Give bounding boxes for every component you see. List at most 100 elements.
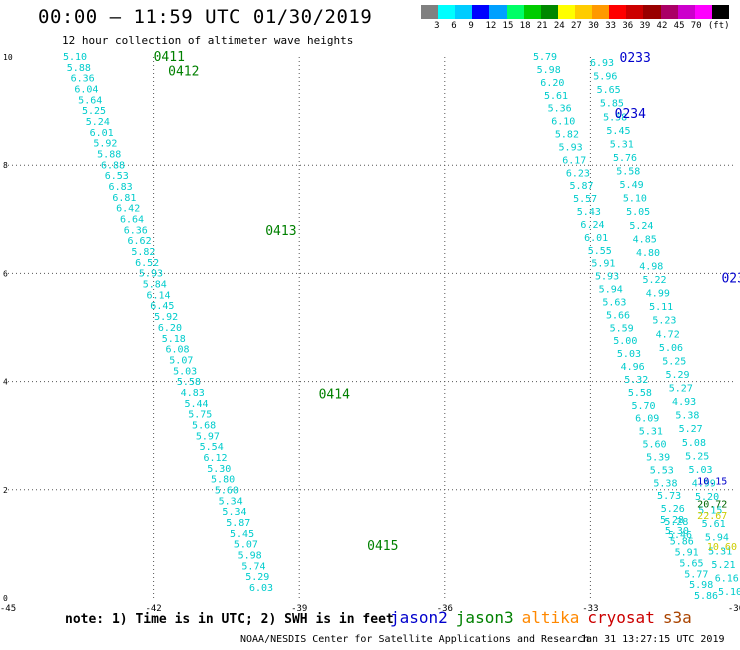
- wave-height-value: 5.21: [711, 560, 735, 571]
- footer-note: note: 1) Time is in UTC; 2) SWH is in fe…: [65, 612, 394, 627]
- legend-swatch: [506, 5, 524, 19]
- wave-height-value: 5.25: [82, 106, 106, 117]
- wave-height-value: 5.49: [620, 180, 644, 191]
- pass-time-label: 0411: [154, 50, 185, 65]
- wave-height-value: 5.98: [238, 550, 262, 561]
- legend-label: 3: [434, 21, 440, 31]
- wave-height-value: 5.20: [695, 492, 719, 503]
- wave-height-value: 5.31: [610, 139, 634, 150]
- wave-height-value: 5.24: [629, 221, 653, 232]
- wave-height-value: 5.92: [154, 312, 178, 323]
- wave-height-value: 6.53: [105, 171, 129, 182]
- wave-height-value: 5.46: [668, 530, 692, 541]
- wave-height-value: 5.75: [188, 410, 212, 421]
- pass-time-label: 0235: [721, 271, 740, 286]
- wave-height-value: 5.11: [649, 302, 673, 313]
- satellite-legend: jason2 jason3 altika cryosat s3a: [390, 608, 700, 627]
- wave-height-value: 6.10: [551, 117, 575, 128]
- wave-height-value: 5.07: [234, 540, 258, 551]
- wave-height-value: 6.36: [124, 225, 148, 236]
- wave-height-value: 5.97: [196, 431, 220, 442]
- wave-height-value: 5.58: [628, 388, 652, 399]
- x-tick-label: -39: [291, 604, 307, 614]
- legend-swatch: [609, 5, 627, 19]
- legend-swatch: [455, 5, 473, 19]
- chart-title: 00:00 – 11:59 UTC 01/30/2019: [38, 6, 373, 28]
- legend-swatch: [626, 5, 644, 19]
- wave-height-value: 5.86: [670, 537, 694, 548]
- wave-height-value: 5.92: [93, 139, 117, 150]
- wave-height-value: 6.24: [580, 220, 604, 231]
- legend-swatch: [643, 5, 661, 19]
- satellite-label: jason2: [390, 608, 448, 627]
- legend-label: 42: [656, 21, 668, 31]
- wave-height-value: 5.55: [588, 246, 612, 257]
- wave-height-value: 6.83: [109, 182, 133, 193]
- wave-height-value: 5.61: [544, 91, 568, 102]
- y-tick-label: 0: [3, 594, 8, 603]
- chart-subtitle: 12 hour collection of altimeter wave hei…: [62, 34, 354, 47]
- credit-line: NOAA/NESDIS Center for Satellite Applica…: [240, 634, 590, 645]
- wave-height-value: 4.98: [639, 261, 663, 272]
- x-tick-label: -42: [145, 604, 161, 614]
- legend-swatch: [421, 5, 439, 19]
- wave-height-value: 6.88: [101, 160, 125, 171]
- satellite-label: cryosat: [587, 608, 655, 627]
- wave-height-value: 10.15: [697, 476, 727, 487]
- wave-height-value: 5.26: [661, 504, 685, 515]
- legend-swatch: [489, 5, 507, 19]
- legend-label: 30: [588, 21, 599, 31]
- legend-swatch: [557, 5, 575, 19]
- wave-height-value: 5.27: [679, 424, 703, 435]
- wave-height-value: 5.31: [639, 427, 663, 438]
- wave-height-value: 22.67: [697, 511, 727, 522]
- wave-height-value: 5.63: [602, 297, 626, 308]
- wave-height-value: 6.01: [584, 233, 608, 244]
- wave-height-value: 6.45: [150, 301, 174, 312]
- wave-height-value: 5.22: [643, 275, 667, 286]
- wave-height-value: 5.73: [657, 491, 681, 502]
- wave-height-value: 5.08: [682, 438, 706, 449]
- wave-height-value: 5.53: [650, 465, 674, 476]
- wave-height-value: 5.82: [555, 130, 579, 141]
- wave-height-value: 5.25: [685, 451, 709, 462]
- wave-height-value: 5.45: [606, 126, 630, 137]
- legend-label: 39: [639, 21, 651, 31]
- pass-time-label: 0234: [615, 107, 646, 122]
- wave-height-value: 6.64: [120, 215, 144, 226]
- color-scale-labels: 3 6 9 12 15 18 21 24 27 30 33 36 39 42 45 70 (ft): [421, 21, 740, 33]
- wave-height-value: 5.24: [86, 117, 110, 128]
- pass-time-label: 0413: [265, 224, 296, 239]
- wave-height-value: 6.36: [71, 74, 95, 85]
- wave-height-value: 6.52: [135, 258, 159, 269]
- wave-height-value: 5.58: [616, 167, 640, 178]
- wave-height-value: 4.99: [646, 289, 670, 300]
- wave-height-value: 5.29: [665, 370, 689, 381]
- wave-height-value: 6.62: [128, 236, 152, 247]
- legend-label: 45: [673, 21, 685, 31]
- wave-height-value: 5.38: [653, 478, 677, 489]
- wave-height-value: 5.03: [688, 465, 712, 476]
- wave-height-value: 10.60: [707, 542, 737, 553]
- legend-swatch: [660, 5, 678, 19]
- wave-height-value: 5.54: [200, 442, 224, 453]
- y-tick-label: 10: [3, 53, 13, 62]
- wave-height-value: 5.25: [662, 356, 686, 367]
- wave-height-value: 6.12: [203, 453, 227, 464]
- legend-swatch: [694, 5, 712, 19]
- pass-time-label: 0415: [367, 539, 398, 554]
- wave-height-value: 5.91: [675, 548, 699, 559]
- wave-height-value: 5.38: [675, 411, 699, 422]
- wave-height-value: 4.93: [672, 397, 696, 408]
- wave-height-value: 6.14: [147, 290, 171, 301]
- wave-height-value: 5.00: [613, 336, 637, 347]
- wave-height-value: 5.57: [573, 194, 597, 205]
- wave-height-value: 5.68: [192, 420, 216, 431]
- wave-height-value: 5.88: [97, 150, 121, 161]
- color-scale-legend: [421, 5, 729, 19]
- wave-height-value: 6.16: [715, 573, 739, 584]
- wave-height-value: 5.88: [67, 63, 91, 74]
- wave-height-value: 5.59: [610, 323, 634, 334]
- legend-swatch: [592, 5, 610, 19]
